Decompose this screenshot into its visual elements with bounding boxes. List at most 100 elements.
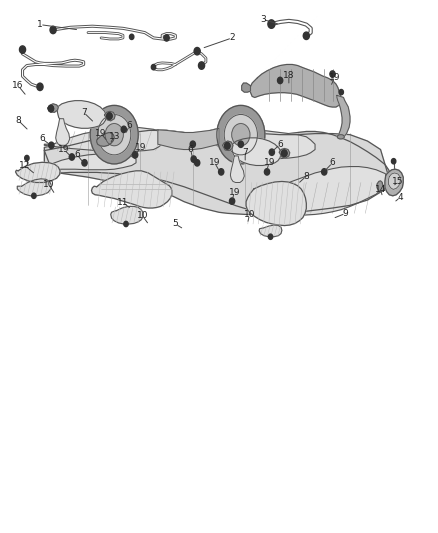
Text: 15: 15 bbox=[392, 177, 404, 186]
Text: 16: 16 bbox=[12, 81, 24, 90]
Circle shape bbox=[49, 142, 54, 149]
Circle shape bbox=[164, 35, 169, 41]
Circle shape bbox=[278, 77, 283, 84]
Polygon shape bbox=[92, 171, 172, 208]
Polygon shape bbox=[40, 154, 136, 171]
Text: 6: 6 bbox=[188, 145, 194, 154]
Circle shape bbox=[124, 221, 128, 227]
Text: 19: 19 bbox=[329, 73, 340, 82]
Circle shape bbox=[238, 141, 244, 148]
Polygon shape bbox=[158, 128, 219, 150]
Circle shape bbox=[50, 26, 56, 34]
Circle shape bbox=[194, 160, 200, 166]
Circle shape bbox=[225, 143, 230, 149]
Polygon shape bbox=[377, 181, 385, 191]
Polygon shape bbox=[44, 131, 389, 214]
Circle shape bbox=[130, 34, 134, 39]
Polygon shape bbox=[246, 181, 306, 225]
Circle shape bbox=[225, 143, 230, 149]
Polygon shape bbox=[201, 127, 315, 159]
Text: 4: 4 bbox=[397, 193, 403, 202]
Circle shape bbox=[48, 106, 53, 112]
Text: 8: 8 bbox=[15, 116, 21, 125]
Text: 10: 10 bbox=[244, 210, 255, 219]
Text: 19: 19 bbox=[95, 129, 107, 138]
Circle shape bbox=[37, 83, 43, 91]
Circle shape bbox=[268, 20, 275, 28]
Text: 19: 19 bbox=[134, 143, 146, 152]
Circle shape bbox=[282, 150, 287, 157]
Circle shape bbox=[19, 46, 25, 53]
Polygon shape bbox=[17, 179, 51, 196]
Circle shape bbox=[339, 90, 343, 95]
Circle shape bbox=[107, 113, 112, 119]
Polygon shape bbox=[251, 64, 341, 107]
Text: 7: 7 bbox=[81, 108, 87, 117]
Text: 18: 18 bbox=[283, 70, 295, 79]
Polygon shape bbox=[44, 130, 389, 215]
Polygon shape bbox=[389, 173, 400, 189]
Circle shape bbox=[194, 47, 200, 55]
Text: 5: 5 bbox=[173, 220, 178, 229]
Polygon shape bbox=[111, 206, 143, 224]
Text: 13: 13 bbox=[109, 132, 120, 141]
Text: 19: 19 bbox=[229, 188, 240, 197]
Polygon shape bbox=[385, 169, 403, 196]
Text: 10: 10 bbox=[43, 180, 54, 189]
Polygon shape bbox=[223, 141, 233, 151]
Circle shape bbox=[392, 159, 396, 164]
Circle shape bbox=[32, 193, 36, 198]
Circle shape bbox=[219, 168, 224, 175]
Polygon shape bbox=[242, 83, 251, 92]
Text: 19: 19 bbox=[209, 158, 220, 167]
Polygon shape bbox=[48, 104, 58, 112]
Circle shape bbox=[269, 149, 275, 156]
Text: 6: 6 bbox=[74, 150, 80, 159]
Circle shape bbox=[82, 160, 87, 166]
Polygon shape bbox=[44, 127, 166, 152]
Text: 8: 8 bbox=[304, 172, 309, 181]
Circle shape bbox=[107, 113, 112, 119]
Circle shape bbox=[90, 106, 138, 164]
Text: 1: 1 bbox=[37, 20, 43, 29]
Polygon shape bbox=[263, 166, 389, 215]
Circle shape bbox=[224, 115, 258, 155]
Polygon shape bbox=[57, 101, 106, 128]
Circle shape bbox=[98, 115, 131, 155]
Circle shape bbox=[133, 152, 138, 158]
Text: 14: 14 bbox=[375, 185, 386, 194]
Text: 6: 6 bbox=[39, 134, 45, 143]
Circle shape bbox=[151, 64, 155, 70]
Circle shape bbox=[230, 198, 235, 204]
Text: 2: 2 bbox=[229, 34, 235, 43]
Text: 6: 6 bbox=[277, 140, 283, 149]
Text: 12: 12 bbox=[19, 161, 30, 170]
Circle shape bbox=[330, 71, 335, 77]
Text: 9: 9 bbox=[343, 209, 349, 218]
Text: 10: 10 bbox=[137, 212, 148, 221]
Polygon shape bbox=[56, 119, 70, 146]
Circle shape bbox=[303, 32, 309, 39]
Text: 19: 19 bbox=[264, 158, 275, 167]
Circle shape bbox=[105, 124, 124, 146]
Circle shape bbox=[191, 156, 196, 163]
Polygon shape bbox=[230, 156, 244, 182]
Ellipse shape bbox=[337, 135, 344, 139]
Text: 11: 11 bbox=[117, 198, 129, 207]
Text: 19: 19 bbox=[58, 145, 70, 154]
Circle shape bbox=[25, 156, 29, 161]
Polygon shape bbox=[15, 163, 60, 182]
Polygon shape bbox=[232, 138, 281, 165]
Text: 6: 6 bbox=[330, 158, 336, 167]
Text: 6: 6 bbox=[127, 121, 132, 130]
Circle shape bbox=[121, 126, 127, 133]
Circle shape bbox=[217, 106, 265, 164]
Circle shape bbox=[198, 62, 205, 69]
Circle shape bbox=[282, 150, 287, 157]
Text: 3: 3 bbox=[260, 15, 265, 24]
Circle shape bbox=[190, 141, 195, 148]
Circle shape bbox=[265, 168, 270, 175]
Circle shape bbox=[48, 106, 53, 112]
Circle shape bbox=[321, 168, 327, 175]
Polygon shape bbox=[337, 95, 350, 137]
